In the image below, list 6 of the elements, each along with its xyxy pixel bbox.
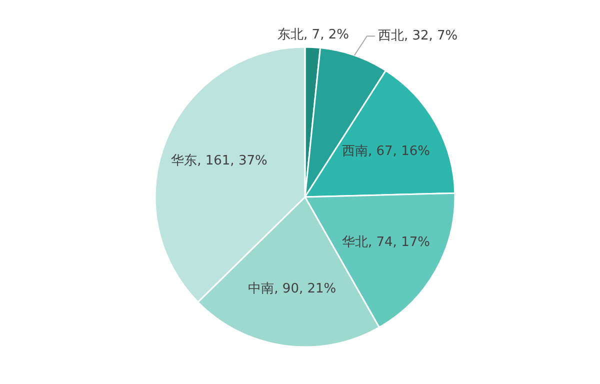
slice-label: 东北, 7, 2% bbox=[278, 28, 349, 43]
slice-label: 华东, 161, 37% bbox=[171, 154, 268, 169]
slice-label: 西南, 67, 16% bbox=[342, 144, 430, 159]
slice-label: 华北, 74, 17% bbox=[342, 235, 430, 250]
slice-label: 中南, 90, 21% bbox=[248, 282, 336, 297]
slice-label: 西北, 32, 7% bbox=[378, 28, 458, 44]
